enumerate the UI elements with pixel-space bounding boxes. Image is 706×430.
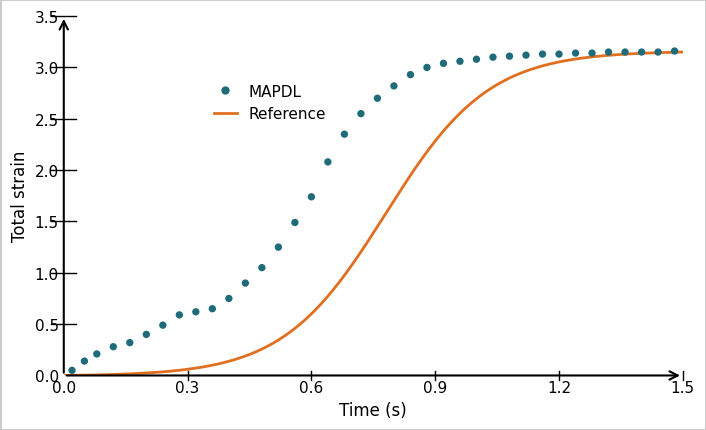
Point [240,280,251,287]
Point [107,344,119,350]
Point [587,50,598,57]
Y-axis label: Total strain: Total strain [11,151,29,242]
Point [520,52,532,59]
Legend: MAPDL, Reference: MAPDL, Reference [208,78,333,128]
Point [421,65,433,72]
Point [504,54,515,61]
Point [455,59,466,66]
Point [471,57,482,64]
Point [603,49,614,56]
Point [66,367,78,374]
Point [388,83,400,90]
Point [124,339,136,346]
Point [405,72,416,79]
Point [322,159,333,166]
Point [157,322,169,329]
Point [207,306,218,313]
Point [652,49,664,56]
Point [570,50,581,57]
Point [79,358,90,365]
Point [190,309,201,316]
Point [438,61,449,68]
Point [636,49,647,56]
Point [223,295,234,302]
Point [273,244,284,251]
Point [91,350,102,357]
Point [355,111,366,118]
Point [487,55,498,61]
X-axis label: Time (s): Time (s) [340,401,407,419]
Point [537,52,548,58]
Point [372,95,383,102]
Point [174,312,185,319]
Point [339,132,350,138]
Point [306,194,317,201]
Point [669,49,680,55]
Point [619,49,630,56]
Point [256,264,268,271]
Point [140,331,152,338]
Point [554,52,565,58]
Point [289,220,301,227]
